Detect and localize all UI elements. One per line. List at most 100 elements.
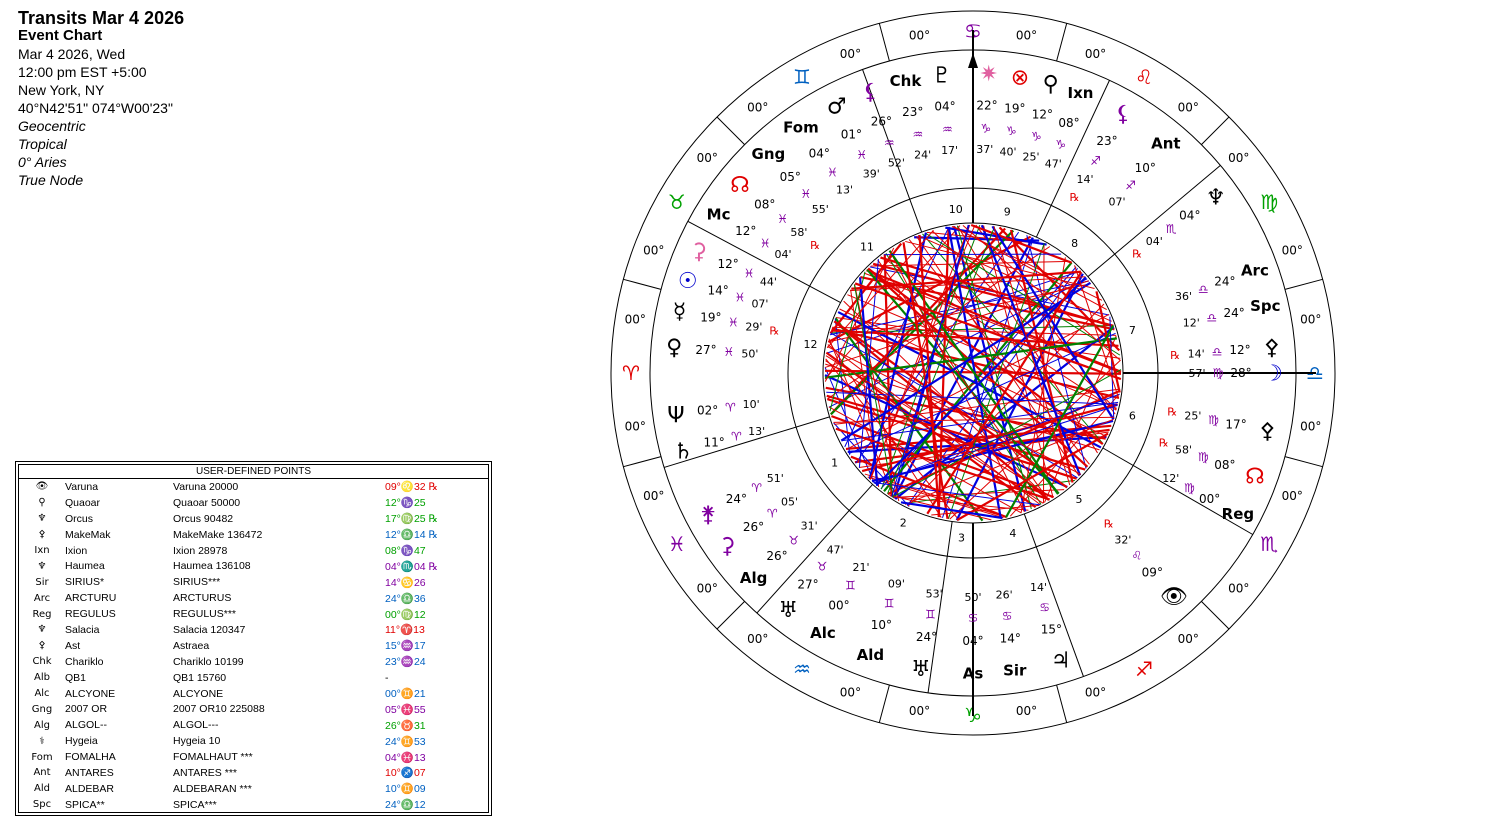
cusp-degree-label: 00° [1228,581,1249,595]
zodiac-sign-glyph: ♊ [793,65,811,89]
planet-minute: 14' [1076,173,1093,186]
cusp-degree-label: 00° [697,151,718,165]
aspect-line [831,327,1120,400]
planet-glyph-alcyone: Alc [810,624,836,642]
planet-sign-glyph: ♎ [1206,311,1217,325]
udp-glyph: Sir [35,576,49,588]
planet-minute: 47' [1045,158,1062,171]
planet-glyph-neptune: Ψ [667,403,684,428]
planet-sign-glyph: ♓ [777,212,788,226]
planet-sign-glyph: ♓ [744,267,755,281]
sign-divider [623,456,662,468]
house-number: 6 [1129,410,1136,423]
udp-name: QB1 15760 [173,671,227,684]
planet-minute: 52' [888,156,905,169]
planet-glyph-sirius: Sir [1003,661,1027,679]
planet-glyph-haumea: ♆ [1206,185,1226,210]
aspect-line [826,230,934,349]
house-cusp-line [663,416,830,468]
udp-position: 23°♒24 [385,656,426,669]
aspect-line [947,243,1045,520]
house-cusp-line [1023,513,1084,677]
udp-row: ⚕ Hygeia Hygeia 10 24°♊53 [19,733,488,749]
udp-glyph: ⚕ [39,735,45,747]
udp-position: 17°♍25 ℞ [385,513,438,526]
aspect-line [904,418,1114,505]
planet-degree: 10° [1135,161,1156,175]
planet-glyph-pallas: ⚳ [691,240,707,265]
udp-glyph: Arc [33,592,51,604]
planet-minute: 36' [1175,290,1192,303]
planet-minute: 31' [801,520,818,533]
udp-position: 12°♑25 [385,497,426,510]
udp-position: 00°♊21 [385,688,426,701]
sign-divider [1056,684,1068,723]
planet-sign-glyph: ♒ [942,123,953,137]
house-cusp-line [687,220,841,304]
aspect-line [1109,316,1115,419]
planet-glyph-varuna: 👁 [1160,585,1188,610]
planet-glyph-antares: Ant [1151,134,1180,152]
udp-row: ♆ Salacia Salacia 120347 11°♈13 [19,622,488,638]
udp-position: 11°♈13 [385,624,425,637]
aspect-line [880,256,1114,328]
planet-degree: 26° [766,549,787,563]
cusp-degree-label: 00° [1178,632,1199,646]
aspect-line [952,225,1107,310]
house-number: 4 [1009,527,1016,540]
udp-abbr: SPICA** [65,798,105,811]
planet-degree: 01° [841,127,862,141]
planet-sign-glyph: ♈ [767,507,778,521]
retrograde-icon: ℞ [1104,518,1114,531]
aspect-line [918,234,941,518]
planet-minute: 51' [767,472,784,485]
aspect-line [1044,335,1117,503]
aspect-line [953,225,1027,512]
planet-degree: 17° [1225,417,1246,431]
planet-sign-glyph: ♍ [1213,366,1224,380]
udp-abbr: ANTARES [65,766,114,779]
udp-glyph: ⚲ [38,497,46,509]
aspect-line [903,479,1075,505]
cusp-degree-label: 00° [625,313,646,327]
udp-position: 24°♎12 [385,799,426,812]
planet-sign-glyph: ♐ [1125,179,1136,193]
planet-sign-glyph: ♊ [845,578,856,592]
udp-name: REGULUS*** [173,608,237,621]
planet-sign-glyph: ♏ [1166,222,1177,236]
planet-degree: 08° [1214,458,1235,472]
cusp-degree-label: 00° [747,100,768,114]
udp-glyph: Chk [32,656,52,668]
udp-glyph: Ant [33,767,51,779]
aspect-line [1074,265,1120,399]
planet-glyph-lilith: ⚸ [862,80,878,105]
planet-glyph-mercury: ☿ [673,299,687,324]
udp-row: Fom FOMALHA FOMALHAUT *** 04°♓13 [19,749,488,765]
planet-minute: 07' [1108,195,1125,208]
planet-degree: 00° [1199,492,1220,506]
aspect-line [863,272,1122,374]
udp-position: 08°♑47 [385,545,426,557]
planet-sign-glyph: ♑ [980,122,991,136]
planet-glyph-orcus: ⚴ [1259,419,1275,444]
option-geocentric: Geocentric [18,118,86,134]
udp-abbr: ALCYONE [65,687,116,700]
udp-position: 05°♓55 [385,703,426,716]
planet-minute: 07' [751,298,768,311]
planet-sign-glyph: ♎ [1198,282,1209,296]
aspect-line [873,482,1041,506]
planet-sign-glyph: ♓ [760,236,771,250]
planet-sign-glyph: ♓ [856,148,867,162]
udp-abbr: ARCTURU [65,592,117,605]
planet-glyph-arcturus: Arc [1241,262,1269,280]
aspect-line [931,504,1040,516]
retrograde-icon: ℞ [1167,406,1177,419]
udp-glyph: Fom [31,751,53,763]
aspect-line [877,259,1049,501]
zodiac-sign-glyph: ♉ [668,190,686,214]
sign-divider [716,601,745,630]
planet-minute: 13' [836,183,853,196]
udp-glyph: ♆ [37,560,47,572]
aspect-line [880,224,981,490]
udp-name: Salacia 120347 [173,623,246,636]
